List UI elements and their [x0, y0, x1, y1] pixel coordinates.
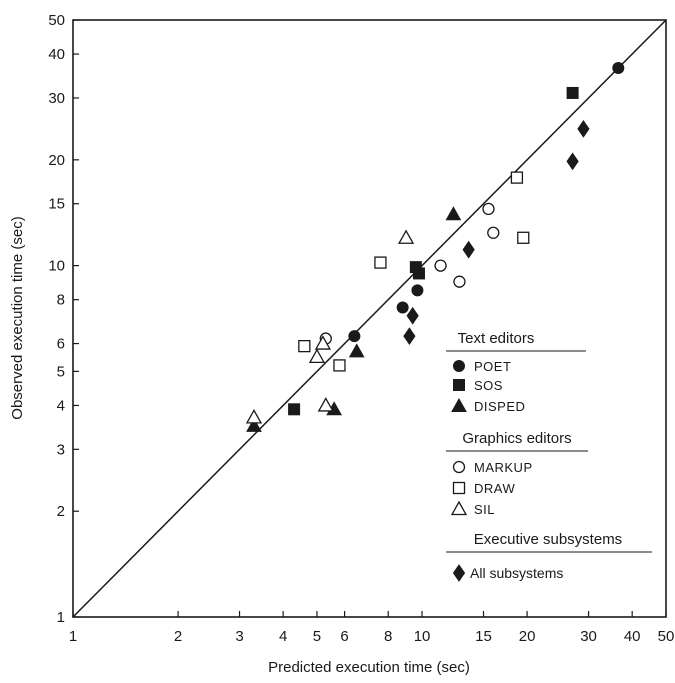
data-point-draw [517, 231, 530, 244]
x-tick-label: 40 [624, 628, 641, 645]
y-tick-label: 50 [48, 12, 65, 29]
legend-item-sil: SIL [474, 502, 495, 517]
legend-marker-filled-square [453, 379, 465, 391]
data-point-sil [308, 348, 326, 363]
legend-heading-executive-subsystems: Executive subsystems [474, 531, 622, 548]
data-point-sil [397, 229, 415, 244]
data-point-markup [482, 202, 495, 216]
data-point-draw [374, 256, 387, 269]
data-point-sil [245, 409, 263, 424]
data-point-draw [298, 339, 311, 353]
legend-heading-graphics-editors: Graphics editors [462, 430, 571, 447]
x-tick-label: 50 [658, 628, 675, 645]
x-tick-label: 30 [580, 628, 597, 645]
data-point-poet [612, 62, 625, 75]
legend-item-disped: DISPED [474, 399, 525, 414]
y-tick-label: 1 [57, 609, 65, 626]
x-tick-label: 1 [69, 628, 77, 645]
data-point-markup [434, 259, 447, 272]
x-tick-label: 5 [313, 628, 321, 645]
legend-markers [450, 360, 468, 582]
y-tick-label: 20 [48, 152, 65, 169]
y-tick-label: 3 [57, 441, 65, 458]
legend-marker-filled-triangle [451, 397, 467, 412]
x-tick-label: 4 [279, 628, 287, 645]
data-point-disped [246, 417, 262, 432]
data-point-poet [411, 284, 424, 297]
data-point-markup [453, 275, 466, 288]
legend-item-draw: DRAW [474, 481, 515, 496]
legend: Text editors POET SOS DISPED Graphics ed… [437, 322, 657, 592]
legend-marker-open-triangle [450, 500, 468, 516]
data-point-markup [487, 226, 500, 239]
data-point-all-subsystems [462, 240, 475, 259]
data-point-disped [445, 206, 462, 221]
y-tick-label: 4 [57, 397, 65, 414]
data-point-all-subsystems [566, 152, 579, 171]
legend-marker-open-square [452, 481, 466, 495]
legend-item-all-subsystems: All subsystems [470, 565, 563, 581]
legend-item-markup: MARKUP [474, 460, 533, 475]
legend-item-sos: SOS [474, 378, 503, 393]
y-tick-label: 8 [57, 292, 65, 309]
y-tick-label: 15 [48, 196, 65, 213]
data-point-sil [314, 335, 332, 350]
tick-labels: 1 2 3 4 5 6 8 10 15 20 30 40 50 1 2 3 4 5 6 8 10 15 20 30 40 50 [48, 12, 674, 645]
legend-marker-open-circle [452, 460, 466, 474]
x-tick-label: 6 [340, 628, 348, 645]
reference-line [72, 19, 667, 618]
data-point-all-subsystems [406, 306, 419, 325]
data-point-disped [348, 343, 365, 358]
legend-item-poet: POET [474, 359, 511, 374]
y-axis-label: Observed execution time (sec) [9, 216, 26, 419]
legend-heading-text-editors: Text editors [458, 330, 535, 347]
data-points [245, 62, 625, 432]
x-axis-label: Predicted execution time (sec) [268, 659, 470, 676]
x-tick-label: 8 [384, 628, 392, 645]
data-point-poet [348, 330, 361, 343]
legend-marker-filled-diamond [452, 564, 466, 582]
y-tick-label: 30 [48, 90, 65, 107]
x-tick-label: 2 [174, 628, 182, 645]
x-tick-label: 20 [519, 628, 536, 645]
data-point-sil [317, 397, 334, 412]
data-point-all-subsystems [577, 119, 590, 138]
data-point-all-subsystems [403, 327, 416, 346]
y-tick-label: 40 [48, 46, 65, 63]
data-point-sos [412, 267, 425, 280]
legend-marker-filled-circle [453, 360, 465, 372]
plot-frame [72, 19, 667, 618]
x-tick-label: 3 [235, 628, 243, 645]
y-tick-label: 2 [57, 503, 65, 520]
y-tick-label: 6 [57, 336, 65, 353]
data-point-draw [510, 171, 524, 184]
y-tick-label: 10 [48, 258, 65, 275]
data-point-poet [396, 301, 409, 314]
data-point-sos [288, 403, 301, 416]
data-point-sos [566, 86, 579, 99]
x-tick-label: 10 [414, 628, 431, 645]
y-tick-label: 5 [57, 363, 65, 380]
data-point-draw [333, 359, 346, 372]
x-tick-label: 15 [475, 628, 492, 645]
